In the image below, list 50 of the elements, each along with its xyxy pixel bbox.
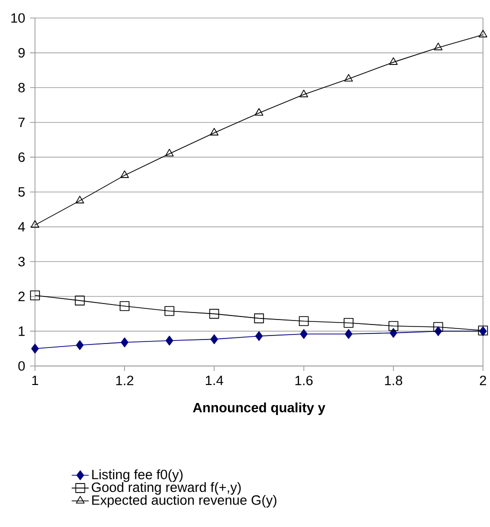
point xyxy=(165,148,174,156)
y-tick-label: 10 xyxy=(11,13,25,23)
x-axis-title: Announced quality y xyxy=(192,402,326,416)
y-tick-label: 5 xyxy=(18,187,25,197)
point xyxy=(300,329,308,339)
point xyxy=(31,344,39,354)
point xyxy=(120,170,129,178)
point xyxy=(76,340,84,350)
y-tick-label: 9 xyxy=(18,48,25,58)
point xyxy=(344,318,354,328)
point xyxy=(164,306,174,316)
x-tick-label: 1.6 xyxy=(295,376,313,386)
y-tick-label: 1 xyxy=(18,326,25,336)
point xyxy=(254,313,264,324)
point xyxy=(30,220,40,228)
point xyxy=(298,316,309,326)
y-tick-label: 0 xyxy=(18,361,25,371)
point xyxy=(344,74,353,82)
point xyxy=(344,329,352,339)
point xyxy=(30,290,40,300)
x-tick-label: 2 xyxy=(480,376,486,386)
x-tick-label: 1.8 xyxy=(385,376,402,386)
point xyxy=(210,334,218,344)
y-tick-label: 7 xyxy=(18,118,25,128)
y-tick-label: 3 xyxy=(18,256,25,266)
point xyxy=(210,128,218,136)
point xyxy=(74,296,85,306)
point xyxy=(434,42,442,50)
point xyxy=(478,30,488,38)
point xyxy=(388,321,398,331)
x-tick-label: 1.2 xyxy=(116,376,134,386)
x-tick-label: 1 xyxy=(32,376,38,385)
legend-label: Good rating reward f(+,y) xyxy=(92,482,241,495)
y-tick-label: 8 xyxy=(18,82,25,92)
legend-label: Expected auction revenue G(y) xyxy=(92,494,276,508)
legend-label: Listing fee f0(y) xyxy=(92,469,183,482)
point xyxy=(255,331,263,341)
point xyxy=(209,308,220,319)
y-tick-label: 2 xyxy=(18,292,25,302)
point xyxy=(433,322,444,332)
y-tick-label: 4 xyxy=(18,222,25,232)
point xyxy=(76,196,84,204)
point xyxy=(389,57,398,65)
x-tick-label: 1.4 xyxy=(206,376,224,385)
point xyxy=(300,90,308,98)
y-tick-label: 6 xyxy=(18,152,25,162)
point xyxy=(120,301,130,312)
point xyxy=(120,337,128,348)
point xyxy=(166,336,174,346)
point xyxy=(254,108,264,116)
